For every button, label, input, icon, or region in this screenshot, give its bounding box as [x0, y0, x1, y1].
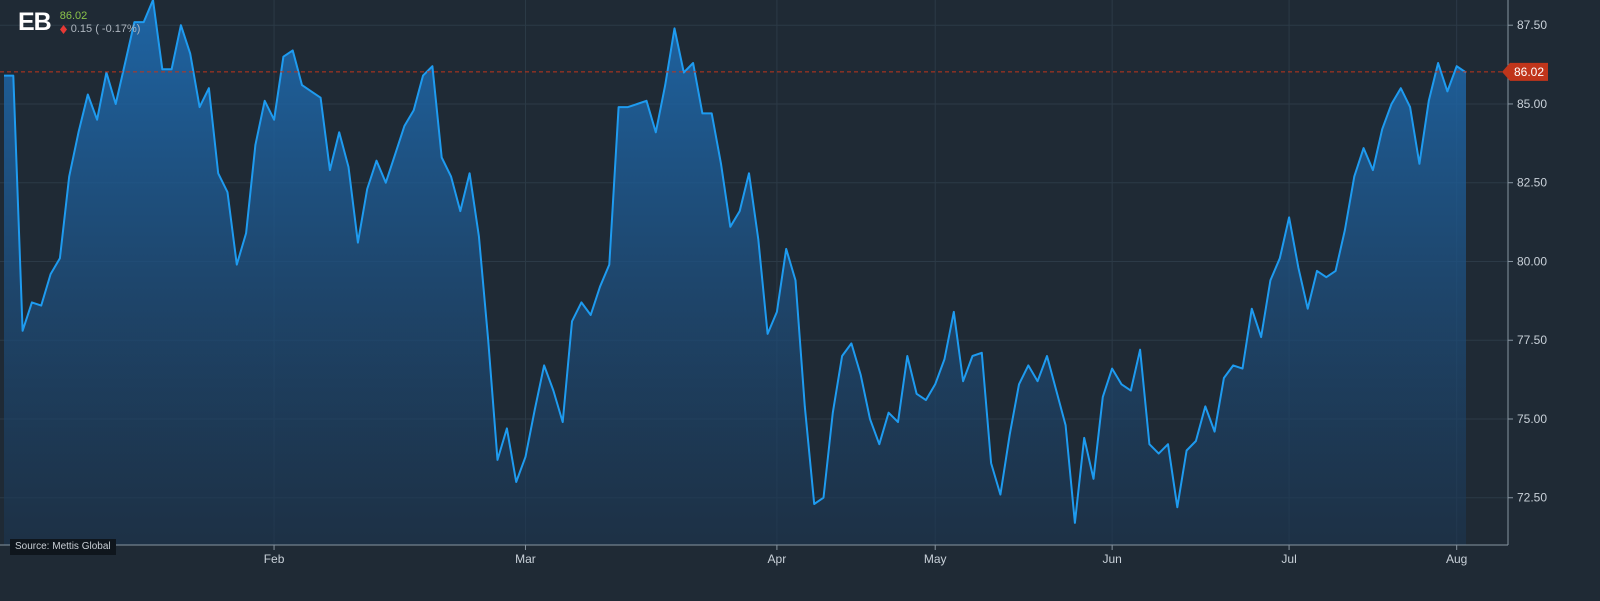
source-label: Source: Mettis Global [10, 539, 116, 555]
y-tick-label: 72.50 [1517, 491, 1547, 505]
x-tick-label: Jul [1281, 552, 1296, 566]
x-tick-label: Aug [1446, 552, 1467, 566]
y-tick-label: 87.50 [1517, 18, 1547, 32]
y-tick-label: 85.00 [1517, 97, 1547, 111]
label-layer: 72.50 75.00 77.50 80.00 82.50 85.00 87.50 Feb Ma… [264, 18, 1548, 566]
down-diamond-icon [59, 25, 67, 34]
y-tick-label: 77.50 [1517, 333, 1547, 347]
ticker-symbol: EB [18, 8, 52, 36]
x-tick-label: Jun [1102, 552, 1121, 566]
ticker-values: 86.02 0.15 ( -0.17%) [59, 10, 141, 36]
x-tick-label: May [924, 552, 947, 566]
y-tick-label: 75.00 [1517, 412, 1547, 426]
area-layer [4, 0, 1467, 545]
ticker-change-row: 0.15 ( -0.17%) [59, 23, 141, 36]
marker-layer: 86.02 [0, 62, 1548, 81]
x-tick-label: Mar [515, 552, 536, 566]
ticker-change: 0.15 ( -0.17%) [70, 23, 141, 35]
last-price-tag [1502, 62, 1548, 81]
price-area-fill [4, 0, 1466, 545]
ticker-header: EB 86.02 0.15 ( -0.17%) [18, 8, 140, 36]
x-tick-label: Apr [768, 552, 787, 566]
price-line [4, 0, 1467, 524]
x-tick-label: Feb [264, 552, 285, 566]
last-price-label: 86.02 [1514, 65, 1544, 79]
y-tick-label: 80.00 [1517, 254, 1547, 268]
ticker-price: 86.02 [59, 10, 88, 22]
axis-layer [0, 0, 1513, 550]
y-tick-label: 82.50 [1517, 176, 1547, 190]
